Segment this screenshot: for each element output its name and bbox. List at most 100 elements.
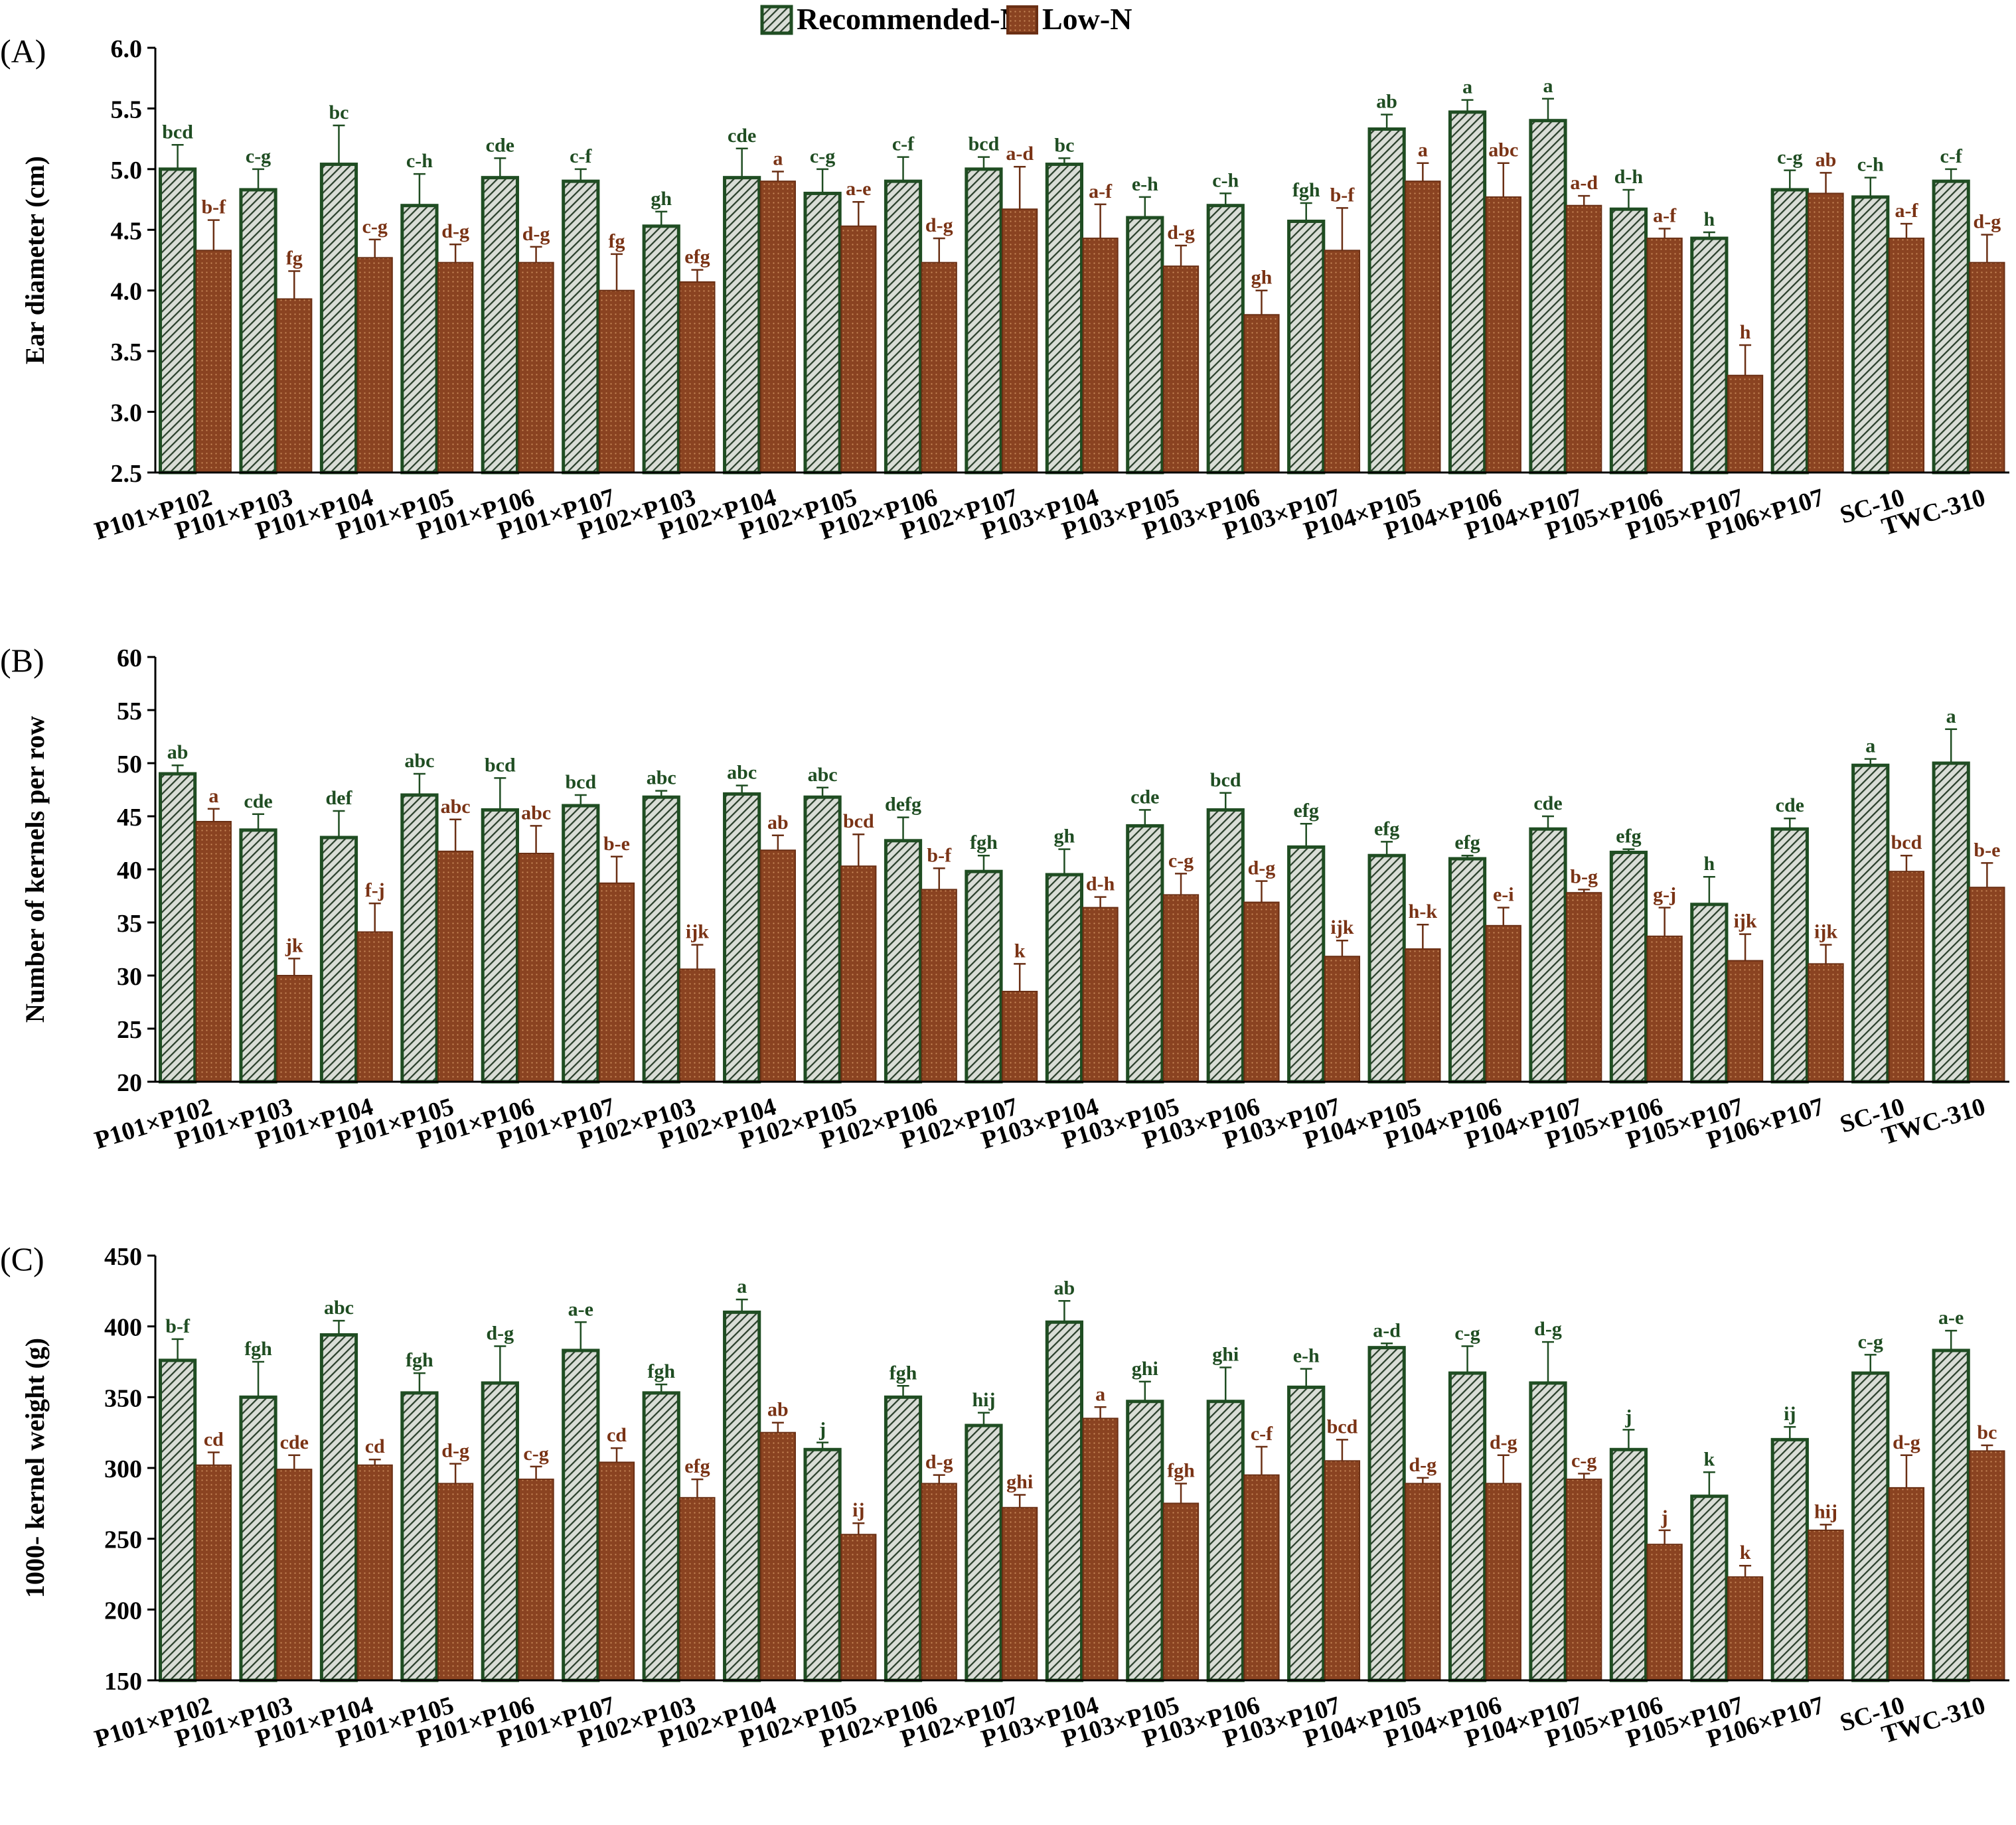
- significance-letter: j: [1661, 1506, 1668, 1528]
- significance-letter: a: [208, 785, 218, 807]
- bar-low-n: [1566, 204, 1602, 473]
- significance-letter: fg: [286, 247, 303, 269]
- panel-label: (B): [0, 642, 44, 679]
- bar-low-n: [1243, 901, 1280, 1082]
- bar-low-n: [1646, 935, 1683, 1082]
- significance-letter: abc: [404, 750, 434, 772]
- bar-low-n: [195, 250, 232, 473]
- bar-low-n: [1082, 238, 1119, 473]
- significance-letter: j: [1624, 1406, 1632, 1427]
- significance-letter: c-g: [362, 216, 388, 238]
- y-axis-label: 1000- kernel weight (g): [20, 1338, 50, 1598]
- y-tick-label: 40: [117, 857, 142, 885]
- significance-letter: gh: [1251, 267, 1273, 289]
- bar-low-n: [1002, 991, 1038, 1082]
- significance-letter: c-g: [1777, 147, 1802, 169]
- bar-recommended-n: [642, 795, 680, 1084]
- y-tick-label: 400: [104, 1314, 142, 1342]
- significance-letter: cd: [204, 1429, 224, 1451]
- significance-letter: e-h: [1293, 1345, 1320, 1367]
- bar-low-n: [759, 1431, 796, 1681]
- significance-letter: a: [1095, 1383, 1105, 1405]
- significance-letter: d-g: [1248, 857, 1276, 879]
- significance-letter: cde: [728, 125, 756, 147]
- chart-legend: Recommended-N Low-N: [760, 2, 1132, 36]
- significance-letter: efg: [1616, 826, 1641, 847]
- bar-recommended-n: [239, 1395, 277, 1682]
- significance-letter: a: [1462, 76, 1472, 98]
- y-tick-label: 20: [117, 1069, 142, 1097]
- bar-recommended-n: [1126, 1400, 1164, 1682]
- bar-recommended-n: [1851, 1371, 1890, 1682]
- y-tick-label: 300: [104, 1455, 142, 1483]
- bar-recommended-n: [159, 1358, 197, 1682]
- bar-low-n: [1969, 887, 2005, 1082]
- bar-low-n: [1485, 196, 1521, 474]
- significance-letter: bc: [329, 102, 349, 123]
- significance-letter: a-d: [1570, 172, 1598, 194]
- significance-letter: d-g: [1893, 1431, 1920, 1453]
- bar-recommended-n: [1690, 236, 1729, 475]
- bar-recommended-n: [562, 1349, 600, 1682]
- y-tick-label: 4.5: [111, 217, 143, 245]
- bar-recommended-n: [481, 176, 519, 475]
- bar-recommended-n: [1609, 850, 1648, 1084]
- bar-recommended-n: [1206, 1400, 1245, 1682]
- bar-recommended-n: [1045, 873, 1084, 1084]
- significance-letter: h: [1704, 208, 1715, 230]
- bar-recommended-n: [239, 188, 277, 475]
- bar-low-n: [1808, 963, 1844, 1082]
- significance-letter: abc: [808, 764, 838, 786]
- significance-letter: c-h: [1857, 154, 1884, 176]
- y-tick-label: 150: [104, 1668, 142, 1696]
- significance-letter: gh: [651, 188, 672, 210]
- significance-letter: cde: [244, 790, 272, 812]
- bar-low-n: [921, 1483, 957, 1681]
- bar-low-n: [1324, 1460, 1361, 1681]
- significance-letter: abc: [521, 802, 551, 824]
- significance-letter: efg: [684, 246, 710, 268]
- significance-letter: ij: [852, 1499, 864, 1521]
- bar-recommended-n: [1932, 761, 1970, 1084]
- significance-letter: c-g: [1571, 1450, 1596, 1472]
- bar-recommended-n: [1126, 824, 1164, 1084]
- bar-recommended-n: [723, 176, 761, 475]
- significance-letter: ij: [1784, 1403, 1796, 1425]
- significance-letter: d-g: [1167, 222, 1195, 244]
- y-tick-label: 4.0: [111, 278, 143, 306]
- y-tick-label: 60: [117, 644, 142, 672]
- bar-recommended-n: [239, 828, 277, 1084]
- bar-low-n: [1002, 1506, 1038, 1681]
- bar-low-n: [1969, 261, 2005, 473]
- significance-letter: bcd: [485, 754, 516, 776]
- bar-recommended-n: [723, 1310, 761, 1682]
- significance-letter: ab: [767, 1399, 789, 1421]
- y-tick-label: 5.0: [111, 157, 143, 184]
- y-tick-label: 6.0: [111, 35, 143, 63]
- significance-letter: b-f: [165, 1315, 191, 1337]
- bar-low-n: [759, 181, 796, 473]
- significance-letter: d-g: [1409, 1454, 1437, 1476]
- bar-recommended-n: [965, 167, 1003, 475]
- bar-low-n: [356, 931, 393, 1082]
- bar-recommended-n: [1932, 179, 1970, 475]
- significance-letter: efg: [1294, 800, 1319, 822]
- bar-low-n: [1808, 1529, 1844, 1681]
- significance-letter: d-g: [441, 220, 469, 242]
- bar-recommended-n: [723, 792, 761, 1084]
- bar-low-n: [195, 821, 232, 1082]
- bar-low-n: [1646, 1544, 1683, 1682]
- legend-swatch-recommended: [760, 5, 793, 35]
- bar-recommended-n: [1770, 188, 1809, 475]
- bar-recommended-n: [1206, 808, 1245, 1084]
- significance-letter: c-g: [1858, 1331, 1883, 1352]
- bar-low-n: [679, 1497, 716, 1681]
- significance-letter: b-e: [1974, 839, 2000, 861]
- bar-low-n: [195, 1464, 232, 1681]
- significance-letter: d-g: [441, 1440, 469, 1462]
- y-tick-label: 3.5: [111, 338, 143, 366]
- bar-low-n: [1002, 208, 1038, 473]
- significance-letter: ghi: [1006, 1471, 1033, 1493]
- significance-letter: defg: [885, 794, 921, 816]
- bar-recommended-n: [1529, 1381, 1567, 1682]
